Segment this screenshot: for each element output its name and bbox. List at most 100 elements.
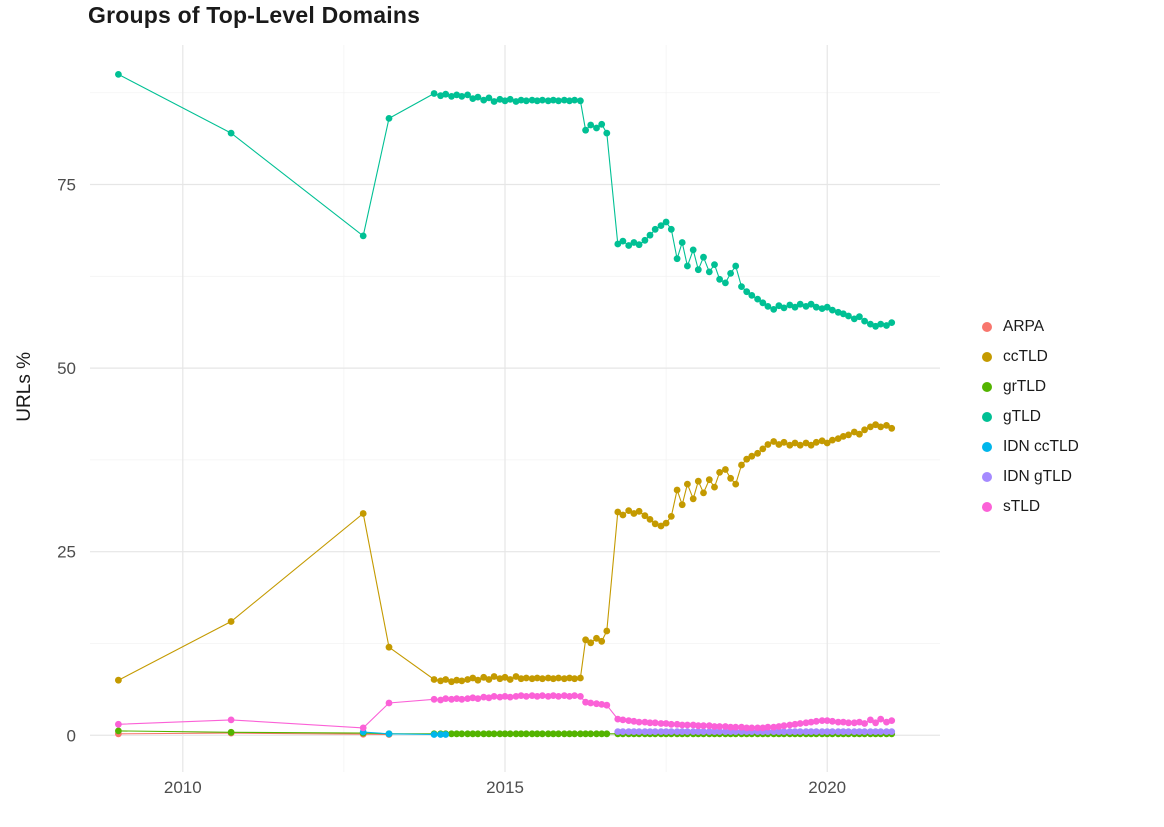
data-point — [577, 730, 584, 738]
data-point — [877, 728, 885, 735]
data-point — [684, 262, 691, 270]
data-point — [667, 513, 675, 520]
data-point — [711, 483, 718, 491]
data-point — [490, 98, 498, 105]
data-point — [359, 510, 367, 517]
data-point — [856, 430, 863, 438]
data-point — [727, 270, 734, 277]
data-point — [437, 92, 444, 100]
data-point — [861, 728, 868, 735]
data-point — [485, 730, 493, 738]
data-point — [587, 699, 595, 707]
data-point — [888, 728, 896, 735]
data-point — [711, 723, 718, 730]
data-point — [577, 674, 584, 682]
data-point — [614, 715, 622, 723]
data-point — [872, 421, 879, 429]
legend-label: gTLD — [1003, 408, 1041, 425]
data-point — [603, 627, 611, 635]
data-point — [469, 95, 477, 102]
data-point — [877, 423, 885, 431]
data-point — [598, 701, 606, 708]
data-point — [657, 522, 665, 530]
data-point — [453, 91, 461, 99]
data-point — [716, 469, 723, 476]
data-point — [770, 438, 778, 445]
data-point — [754, 449, 761, 457]
data-point — [743, 724, 751, 732]
data-point — [641, 512, 649, 520]
data-point — [490, 673, 498, 680]
data-point — [678, 728, 686, 735]
data-point — [577, 97, 584, 105]
data-point — [582, 126, 589, 134]
data-point — [780, 438, 788, 446]
data-point — [385, 730, 393, 738]
data-point — [732, 480, 740, 488]
x-tick-label: 2015 — [486, 778, 524, 797]
data-point — [780, 304, 788, 312]
data-point — [566, 97, 573, 105]
data-point — [522, 730, 530, 738]
legend-dot-cctld — [982, 352, 992, 362]
data-point — [437, 677, 444, 685]
data-point — [598, 637, 606, 645]
data-point — [442, 695, 450, 702]
data-point — [732, 262, 740, 270]
data-point — [480, 673, 488, 681]
data-point — [549, 96, 557, 104]
data-point — [614, 508, 622, 516]
data-point — [818, 305, 826, 312]
data-point — [442, 731, 450, 738]
data-point — [673, 486, 681, 494]
data-point — [678, 501, 686, 509]
data-point — [684, 480, 691, 488]
data-point — [812, 438, 820, 446]
data-point — [625, 242, 633, 249]
data-point — [834, 718, 842, 726]
data-point — [812, 728, 820, 735]
data-point — [678, 721, 686, 729]
data-point — [593, 730, 600, 738]
data-point — [716, 275, 723, 283]
data-point — [544, 97, 552, 105]
data-point — [700, 728, 707, 735]
data-point — [850, 315, 858, 323]
data-point — [533, 730, 541, 738]
series-line — [118, 732, 390, 736]
data-point — [598, 120, 606, 128]
data-point — [839, 433, 847, 440]
data-point — [689, 721, 697, 729]
data-point — [791, 720, 799, 728]
data-point — [689, 246, 697, 254]
data-point — [743, 455, 751, 463]
y-axis-label: URLs % — [14, 352, 35, 422]
data-point — [619, 237, 627, 245]
data-point — [791, 728, 799, 735]
data-point — [385, 699, 393, 707]
data-point — [566, 730, 573, 738]
data-point — [522, 693, 530, 700]
data-point — [115, 676, 122, 684]
data-point — [684, 721, 691, 729]
data-point — [448, 678, 455, 686]
data-point — [845, 719, 852, 727]
data-point — [555, 693, 562, 700]
data-point — [738, 723, 745, 731]
data-point — [496, 675, 504, 683]
data-point — [812, 303, 820, 311]
legend-label: IDN gTLD — [1003, 468, 1072, 485]
data-point — [555, 730, 562, 738]
data-point — [877, 715, 885, 723]
data-point — [748, 724, 756, 732]
data-point — [716, 723, 723, 730]
data-point — [700, 253, 707, 261]
data-point — [689, 728, 697, 735]
data-point — [694, 266, 702, 274]
data-point — [630, 728, 638, 735]
data-point — [839, 310, 847, 318]
data-point — [385, 115, 393, 122]
legend-label: grTLD — [1003, 378, 1047, 395]
data-point — [738, 461, 745, 469]
data-point — [796, 720, 804, 727]
